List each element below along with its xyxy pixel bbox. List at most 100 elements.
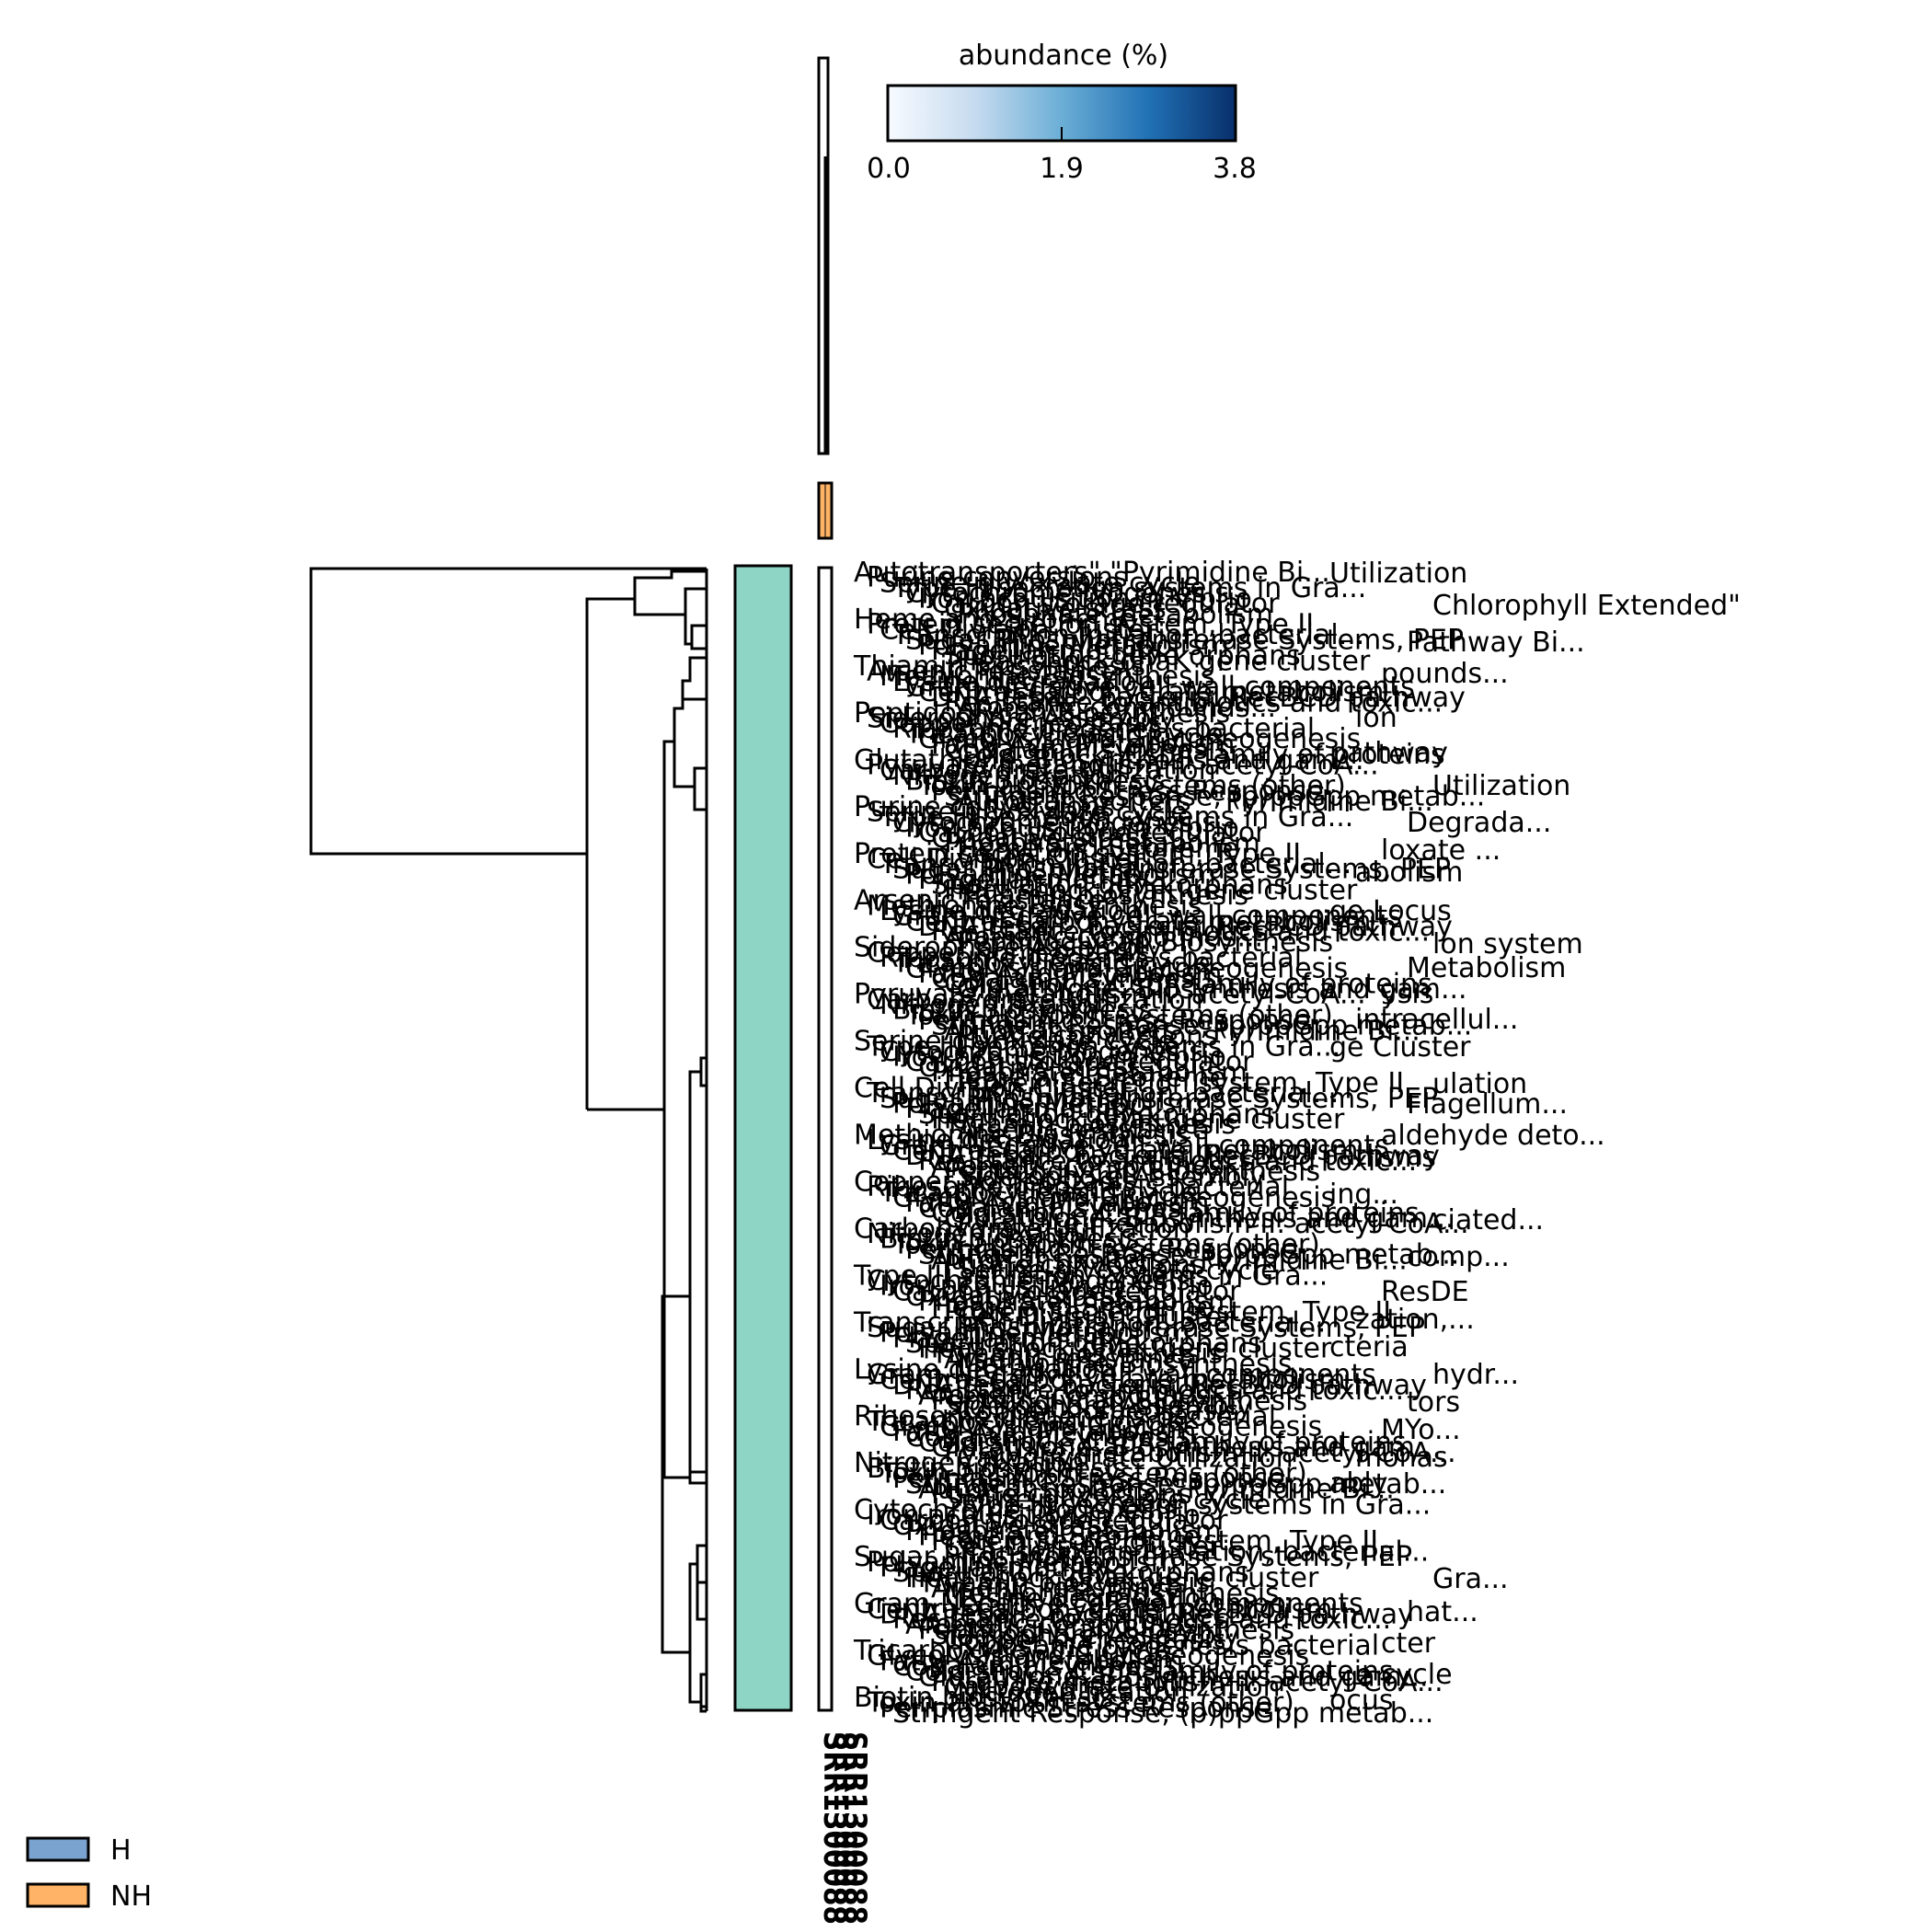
row-label: Sporulation gene orphans <box>905 1328 1262 1360</box>
row-label: Siderophore Assembly <box>931 1619 1240 1651</box>
row-label-fragment: ably <box>1329 1467 1388 1500</box>
row-label: Sugar Phosphotransferase Systems, PEP <box>854 1541 1412 1573</box>
row-label: Resistance to antibiotics and toxic... <box>905 1374 1404 1407</box>
sample-label-group: SRR1300088 SRR1300088 SRR1300088 <box>816 1731 873 1925</box>
legend: H NH <box>26 1834 152 1913</box>
row-label-fragment: Utilization <box>1329 558 1467 590</box>
row-label: Peptidoglycan Biosynthesis <box>931 1385 1307 1417</box>
row-dendrogram-upper-sub <box>633 587 707 650</box>
row-label: DNA repair, bacterial RecBCD pathway <box>892 1369 1427 1401</box>
row-label-fragment: tors <box>1407 1386 1460 1419</box>
row-label: Cytochrome biogenesis <box>880 1036 1203 1068</box>
row-label: Iron acquisition in Vibrio <box>867 1500 1201 1532</box>
sample-label: SRR1300088 <box>836 1731 873 1925</box>
row-label: Methionine Biosynthesis <box>880 661 1215 693</box>
row-label: Cell Division Cluster <box>854 1073 1131 1105</box>
row-label: Purine conversions <box>867 562 1128 594</box>
row-label: Fatty Acid Metabolism <box>931 729 1236 761</box>
row-label: Glutathione: Biosynthesis and gam... <box>854 744 1364 776</box>
row-label: Lysine degradation <box>867 1124 1129 1156</box>
row-label: Type III secretion systems in Gra... <box>853 1259 1328 1292</box>
row-label-fragment: ResDE <box>1381 1276 1469 1308</box>
row-label: DNA repair, bacterial RecBCD pathway <box>931 682 1466 714</box>
row-label: Flagellar motility <box>931 635 1163 667</box>
row-label: Aromatic compounds... <box>905 1609 1225 1641</box>
row-label: DNA repair, bacterial RecBCD pathway <box>905 1140 1440 1172</box>
row-label: Heat shock dnaK gene cluster <box>931 1104 1345 1136</box>
row-label: Iron acquisition in Vibrio <box>905 811 1239 844</box>
row-label: Siderophore Assembly <box>867 703 1176 735</box>
row-label: Periplasmic Stress Response <box>931 776 1324 808</box>
row-label: Lysine degradation <box>892 666 1155 698</box>
row-label: Tricarboxylic acid cycle <box>866 1406 1185 1438</box>
row-label-fragment: ing... <box>1329 1179 1398 1211</box>
row-label: Heat shock dnaK gene cluster <box>905 1562 1319 1594</box>
row-label-fragment: lon system <box>1432 928 1583 960</box>
row-label: Autotransporters" "Pyrimidine Bi... <box>918 1474 1395 1506</box>
row-label: Periplasmic Stress Response <box>880 1692 1272 1724</box>
row-label-fragment: pounds... <box>1381 658 1509 690</box>
legend-label-h: H <box>110 1834 132 1867</box>
row-label: Cell Division Cluster <box>944 1531 1221 1563</box>
row-label-fragment: ciated... <box>1432 1204 1544 1236</box>
legend-label-nh: NH <box>110 1880 152 1913</box>
row-label: Sugar Phosphotransferase Systems, PEP <box>892 854 1451 886</box>
row-label: Oxidative stress <box>905 1281 1128 1313</box>
row-label: Siderophore Assembly <box>854 932 1163 964</box>
row-label: Heme and Siroheme <box>944 1062 1226 1094</box>
row-label: Transcription initiation, bacterial... <box>853 1306 1326 1339</box>
row-label: Resistance to antibiotics and toxic... <box>944 687 1443 719</box>
row-label: Autotransporters" "Pyrimidine Bi... <box>931 1244 1408 1276</box>
row-label: Carbon storage regulator <box>880 1505 1228 1537</box>
row-label: Copper homeostasis <box>944 1625 1226 1657</box>
row-label-fragment: intracellul... <box>1355 1004 1518 1036</box>
row-label: Protein secretion system, Type II <box>931 1525 1378 1558</box>
legend-swatch-h <box>26 1836 90 1862</box>
row-label: Resistance to antibiotics and toxic... <box>918 1145 1417 1178</box>
row-label: Sugar Phosphotransferase Systems, PEP <box>880 1083 1438 1115</box>
row-label: Oxidative stress <box>931 822 1154 855</box>
row-label: Protein secretion system, Type II <box>867 609 1314 641</box>
row-label-fragment: hat... <box>1407 1596 1478 1628</box>
row-label-fragment: Degrada... <box>1407 807 1551 839</box>
row-label: Carbon storage regulator <box>918 817 1267 849</box>
row-label: Resistance to antibiotics and toxic... <box>892 1604 1391 1636</box>
row-label: Nitrogen fixation <box>957 1676 1188 1708</box>
row-label: Flagellar motility <box>905 1093 1137 1125</box>
row-label: Aromatic compounds... <box>944 921 1263 953</box>
row-label: Glycolysis and Gluconeogenesis <box>892 1182 1335 1214</box>
row-label: Cold shock, CspA family of proteins <box>944 968 1432 1000</box>
row-label: Polyamine Metabolism <box>867 1547 1178 1579</box>
row-label: Heme and Siroheme <box>854 604 1136 636</box>
row-label: Arsenic resistance <box>854 885 1106 917</box>
row-label: Heat shock dnaK gene cluster <box>957 645 1371 677</box>
row-label: Aromatic compounds... <box>957 692 1276 724</box>
row-label: Phosphate metabolism <box>918 1286 1235 1318</box>
row-label: Iron acquisition in Vibrio <box>892 1041 1226 1074</box>
colorbar-label: abundance (%) <box>959 40 1168 72</box>
row-label: Carbohydrate Utilization <box>867 983 1203 1016</box>
row-dendrogram-middle <box>587 656 707 1111</box>
row-label-fragment: Gra... <box>1432 1563 1509 1595</box>
row-label: Transcription initiation, bacterial... <box>956 1536 1429 1569</box>
row-label: Cell Division Cluster <box>880 614 1156 646</box>
row-label: Serine-glyoxylate cycle <box>957 1255 1278 1287</box>
row-label: Cell Division Cluster <box>957 1302 1234 1334</box>
heatmap-column <box>817 566 834 1712</box>
colorbar-tick-max: 3.8 <box>1213 153 1257 185</box>
row-label: Pyruvate metabolism II: acetyl-CoA... <box>867 750 1379 782</box>
row-label-fragment: cteria <box>1329 1331 1409 1363</box>
row-label: Gram-Negative cell wall components <box>905 672 1415 704</box>
row-label: Sporulation gene orphans <box>918 1098 1275 1131</box>
row-label: Arsenic resistance <box>867 656 1119 688</box>
row-label: Tricarboxylic acid cycle <box>904 719 1224 751</box>
row-label: Heat shock dnaK gene cluster <box>944 874 1358 906</box>
row-dendrogram-mid2 <box>662 1110 707 1485</box>
row-label: Glutathione: Biosynthesis and gam... <box>931 1432 1442 1464</box>
row-label-fragment: cter <box>1381 1627 1436 1660</box>
row-label: Gram-Negative cell wall components <box>854 1588 1363 1620</box>
row-label-fragment: ion <box>1355 702 1397 734</box>
row-label-fragment: Metabolism <box>1407 952 1566 984</box>
row-label: Lysine degradation <box>880 895 1142 927</box>
row-label-fragment: zation,... <box>1355 1304 1475 1336</box>
